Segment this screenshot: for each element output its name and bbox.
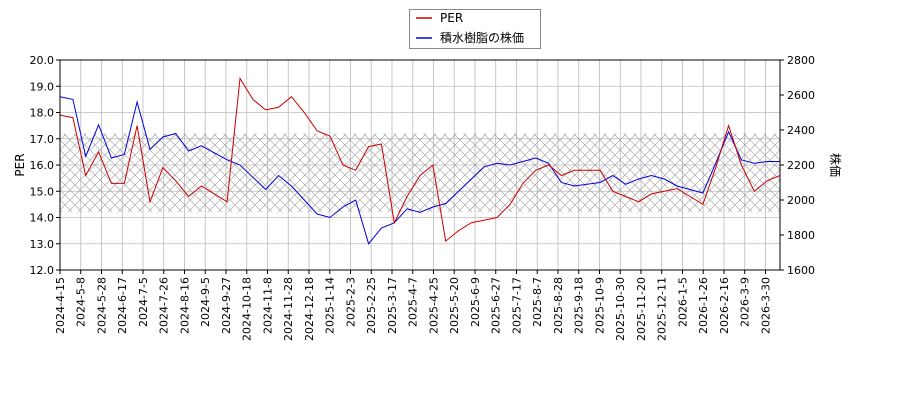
x-tick-label: 2024-7-5 [137,277,150,327]
price-series-line [60,96,780,245]
x-tick-label: 2024-11-8 [261,277,274,334]
x-tick-label: 2026-1-5 [676,277,689,327]
x-tick-label: 2025-4-7 [407,277,420,327]
x-tick-label: 2025-10-9 [593,277,606,334]
left-tick-label: 20.0 [30,54,55,67]
x-tick-label: 2024-9-27 [220,277,233,334]
x-tick-label: 2024-5-28 [95,277,108,334]
left-tick-label: 15.0 [30,185,55,198]
left-axis: 12.0 13.0 14.0 15.0 16.0 17.0 18.0 19.0 20.0 [30,54,60,277]
x-tick-label: 2026-3-30 [759,277,772,334]
x-tick-label: 2024-11-28 [282,277,295,341]
right-axis-title: 株価 [828,153,843,177]
legend: PER 積水樹脂の株価 [409,9,541,49]
right-tick-label: 2200 [787,159,815,172]
x-tick-label: 2025-2-3 [344,277,357,327]
x-tick-label: 2024-9-5 [199,277,212,327]
x-tick-label: 2025-2-25 [365,277,378,334]
x-tick-label: 2024-6-17 [116,277,129,334]
right-axis: 1600 1800 2000 2200 2400 2600 2800 [780,54,815,277]
left-axis-title: PER [13,153,27,176]
x-tick-label: 2025-5-20 [448,277,461,334]
legend-box [409,9,541,49]
x-tick-label: 2026-3-9 [739,277,752,327]
x-tick-label: 2024-10-18 [241,277,254,341]
x-tick-label: 2025-9-18 [573,277,586,334]
per-range-band [60,133,780,213]
right-tick-label: 2000 [787,194,815,207]
x-tick-label: 2024-4-15 [54,277,67,334]
x-tick-label: 2025-8-7 [531,277,544,327]
left-tick-label: 13.0 [30,238,55,251]
right-tick-label: 2600 [787,89,815,102]
x-tick-label: 2024-12-18 [303,277,316,341]
x-tick-label: 2025-11-20 [635,277,648,341]
x-tick-label: 2026-1-26 [697,277,710,334]
left-tick-label: 19.0 [30,80,55,93]
left-tick-label: 17.0 [30,133,55,146]
legend-price-label: 積水樹脂の株価 [440,30,524,45]
x-tick-label: 2025-12-11 [656,277,669,341]
x-tick-label: 2025-8-28 [552,277,565,334]
x-tick-label: 2025-6-9 [469,277,482,327]
x-tick-label: 2024-8-16 [178,277,191,334]
left-tick-label: 12.0 [30,264,55,277]
x-tick-label: 2025-1-14 [324,277,337,334]
x-tick-label: 2025-3-17 [386,277,399,334]
x-tick-label: 2024-5-8 [75,277,88,327]
per-series-line [60,76,780,243]
x-tick-label: 2025-7-17 [510,277,523,334]
right-tick-label: 1600 [787,264,815,277]
right-tick-label: 2800 [787,54,815,67]
x-tick-label: 2024-7-26 [158,277,171,334]
legend-per-label: PER [440,11,463,25]
x-axis: 2024-4-15 2024-5-8 2024-5-28 2024-6-17 2024-… [54,270,772,341]
left-tick-label: 18.0 [30,107,55,120]
right-tick-label: 1800 [787,229,815,242]
x-tick-label: 2026-2-16 [718,277,731,334]
right-tick-label: 2400 [787,124,815,137]
x-tick-label: 2025-10-30 [614,277,627,341]
x-tick-label: 2025-4-25 [427,277,440,334]
x-tick-label: 2025-6-27 [490,277,503,334]
left-tick-label: 14.0 [30,212,55,225]
left-tick-label: 16.0 [30,159,55,172]
